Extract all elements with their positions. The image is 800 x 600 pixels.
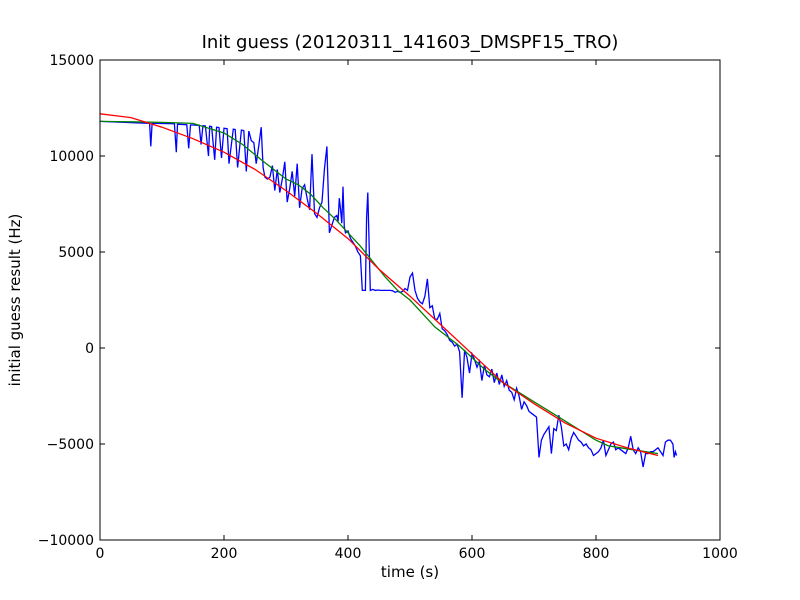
x-axis-label: time (s) bbox=[381, 563, 439, 581]
axis-ticks: 0 200 400 600 800 1000 −10000 −5000 0 5000 10000 15… bbox=[38, 53, 738, 562]
x-tick-label: 0 bbox=[96, 546, 105, 562]
chart-title: Init guess (20120311_141603_DMSPF15_TRO) bbox=[202, 32, 619, 53]
y-tick-label: 10000 bbox=[49, 149, 94, 165]
axes-frame bbox=[99, 59, 721, 541]
x-tick-label: 200 bbox=[211, 546, 238, 562]
x-tick-label: 400 bbox=[335, 546, 362, 562]
x-tick-label: 600 bbox=[459, 546, 486, 562]
y-tick-label: 0 bbox=[85, 341, 94, 357]
plot-area bbox=[99, 113, 678, 468]
y-tick-label: 15000 bbox=[49, 53, 94, 69]
y-axis-label: initial guess result (Hz) bbox=[6, 214, 24, 387]
series-line-1 bbox=[99, 120, 678, 468]
x-tick-label: 800 bbox=[583, 546, 610, 562]
series-line-3 bbox=[99, 113, 659, 457]
y-tick-label: −5000 bbox=[47, 437, 94, 453]
y-tick-label: 5000 bbox=[58, 245, 94, 261]
y-tick-label: −10000 bbox=[38, 533, 94, 549]
x-tick-label: 1000 bbox=[702, 546, 738, 562]
